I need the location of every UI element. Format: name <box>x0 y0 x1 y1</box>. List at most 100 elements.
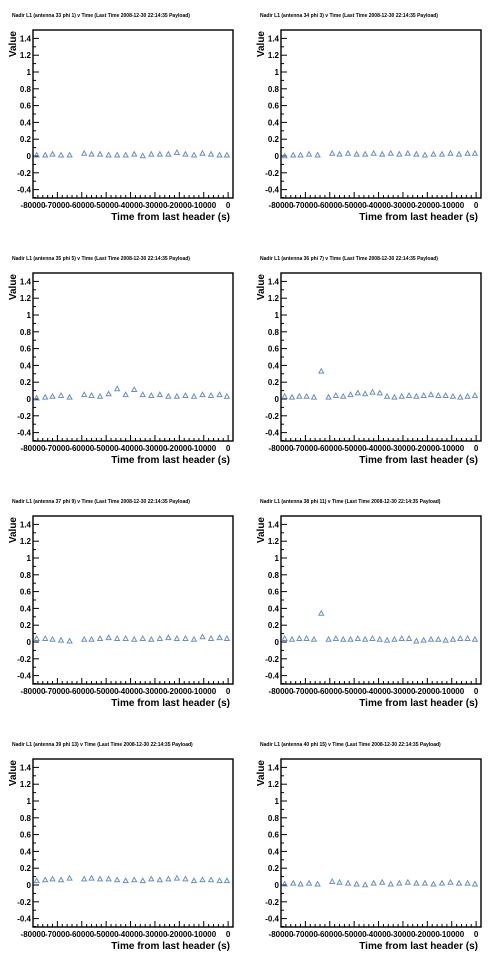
data-point <box>190 635 198 642</box>
y-tick-label: 0 <box>275 638 280 647</box>
x-tick-label: -40000 <box>118 930 143 939</box>
data-point <box>207 634 215 641</box>
y-tick-label: 0.4 <box>20 361 32 370</box>
y-tick-label: 0.6 <box>268 102 280 111</box>
y-tick-label: 0.6 <box>20 588 32 597</box>
x-tick-label: -20000 <box>167 201 192 210</box>
data-point <box>405 634 413 641</box>
data-point <box>33 394 40 401</box>
y-tick-label: -0.2 <box>17 169 31 178</box>
data-point <box>88 391 95 398</box>
data-point <box>66 874 73 881</box>
x-tick-label: -40000 <box>118 687 143 696</box>
data-point <box>464 149 471 156</box>
x-tick-label: -10000 <box>439 444 464 453</box>
data-point <box>404 878 412 885</box>
y-tick-label: 0.2 <box>20 864 32 873</box>
plot-frame <box>32 272 234 442</box>
data-point <box>57 151 65 158</box>
y-tick-label: 0.2 <box>268 621 280 630</box>
y-tick-label: 1 <box>275 311 280 320</box>
data-point <box>438 879 446 886</box>
x-tick-label: -70000 <box>293 201 318 210</box>
data-point <box>113 634 121 641</box>
data-point <box>438 150 446 157</box>
data-point <box>122 151 129 158</box>
data-point <box>464 634 471 641</box>
data-point <box>49 392 56 399</box>
data-point <box>387 149 394 156</box>
y-tick-label: 1 <box>27 68 32 77</box>
chart-svg: Nadir L1 (antenna 39 phi 13) v Time (Las… <box>8 742 234 952</box>
data-point <box>113 385 121 392</box>
data-point <box>339 392 347 399</box>
data-point <box>182 634 189 641</box>
data-point <box>289 151 297 158</box>
y-tick-label: 0.4 <box>268 118 280 127</box>
plot-frame <box>32 758 234 928</box>
data-point <box>347 635 354 642</box>
y-tick-label: -0.2 <box>265 169 279 178</box>
y-tick-label: 0 <box>275 152 280 161</box>
data-point <box>190 392 198 399</box>
y-tick-label: 1.2 <box>268 294 280 303</box>
y-tick-label: 0.6 <box>20 102 32 111</box>
data-point <box>383 392 391 399</box>
data-point <box>113 151 121 158</box>
data-point <box>464 392 471 399</box>
y-tick-label: 0.8 <box>268 85 280 94</box>
data-point <box>420 636 427 643</box>
x-tick-label: -70000 <box>293 444 318 453</box>
plot-frame <box>280 515 482 685</box>
x-tick-label: -10000 <box>439 930 464 939</box>
data-point <box>288 393 296 400</box>
y-tick-label: 0.2 <box>268 864 280 873</box>
data-point <box>156 391 164 398</box>
x-tick-label: -40000 <box>366 687 391 696</box>
y-tick-label: -0.4 <box>17 429 31 438</box>
data-point <box>148 875 155 882</box>
chart-title: Nadir L1 (antenna 40 phi 15) v Time (Las… <box>260 742 441 748</box>
y-tick-label: 0 <box>27 395 32 404</box>
chart-panel: Nadir L1 (antenna 39 phi 13) v Time (Las… <box>0 729 248 972</box>
x-tick-label: -80000 <box>21 201 46 210</box>
data-point <box>80 149 88 156</box>
x-tick-label: 0 <box>226 930 231 939</box>
y-tick-label: 0.8 <box>268 571 280 580</box>
y-tick-label: 0.2 <box>268 378 280 387</box>
y-tick-label: 0.8 <box>268 328 280 337</box>
data-point <box>354 634 362 641</box>
data-point <box>471 635 479 642</box>
y-tick-label: 1.2 <box>20 537 32 546</box>
data-point <box>139 391 146 398</box>
x-tick-label: -80000 <box>21 444 46 453</box>
data-point <box>223 877 231 884</box>
y-tick-label: 0 <box>275 395 280 404</box>
data-point <box>148 391 155 398</box>
data-point <box>49 875 56 882</box>
x-tick-label: -20000 <box>415 930 440 939</box>
x-tick-label: -50000 <box>94 687 119 696</box>
x-tick-label: -50000 <box>94 930 119 939</box>
x-axis-label: Time from last header (s) <box>359 212 478 223</box>
x-tick-label: 0 <box>474 444 479 453</box>
data-point <box>156 876 164 883</box>
y-tick-label: 1.4 <box>268 520 280 529</box>
data-point <box>347 391 354 398</box>
plot-frame <box>280 29 482 199</box>
x-tick-label: -10000 <box>439 687 464 696</box>
chart-panel: Nadir L1 (antenna 37 phi 9) v Time (Last… <box>0 486 248 729</box>
data-point <box>216 151 223 158</box>
data-point <box>207 150 215 157</box>
x-tick-label: -80000 <box>21 930 46 939</box>
x-tick-label: -40000 <box>118 444 143 453</box>
data-point <box>223 392 231 399</box>
data-point <box>413 637 420 644</box>
chart-title: Nadir L1 (antenna 36 phi 7) v Time (Last… <box>260 256 438 262</box>
data-point <box>190 151 198 158</box>
data-point <box>332 634 340 641</box>
data-point <box>130 386 138 393</box>
data-point <box>353 150 360 157</box>
data-point <box>80 635 88 642</box>
data-point <box>339 635 347 642</box>
